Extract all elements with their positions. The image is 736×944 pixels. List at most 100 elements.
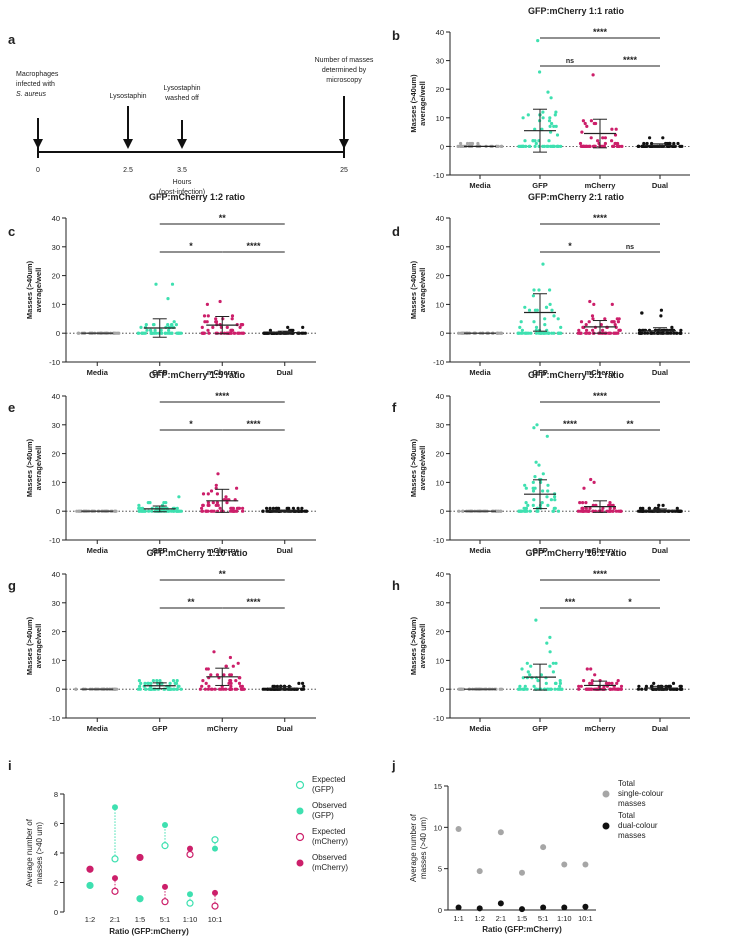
data-point bbox=[203, 320, 207, 324]
data-point bbox=[649, 684, 654, 688]
series-point bbox=[561, 904, 568, 911]
y-tick-label: 0 bbox=[56, 507, 60, 516]
data-point bbox=[534, 331, 539, 335]
timeline-axis-label: Hours bbox=[173, 179, 192, 186]
data-point bbox=[160, 503, 165, 507]
data-point bbox=[680, 144, 684, 148]
data-point bbox=[137, 509, 141, 513]
y-tick-label: 40 bbox=[436, 392, 444, 401]
data-point bbox=[580, 130, 584, 134]
data-point bbox=[616, 679, 620, 683]
data-point bbox=[576, 331, 580, 335]
data-point bbox=[234, 679, 238, 683]
data-point bbox=[268, 506, 272, 510]
data-point bbox=[545, 495, 549, 499]
data-point bbox=[239, 684, 243, 688]
x-tick-label: 2:1 bbox=[110, 915, 120, 924]
data-point bbox=[676, 141, 680, 146]
data-point bbox=[286, 325, 290, 329]
data-point bbox=[519, 320, 523, 324]
timeline-arrow-head bbox=[33, 139, 43, 149]
x-tick-label: GFP bbox=[152, 546, 167, 555]
data-point bbox=[211, 325, 215, 329]
panel-label-j: j bbox=[391, 758, 396, 773]
data-point bbox=[527, 308, 532, 312]
data-point bbox=[553, 495, 557, 499]
data-point bbox=[216, 503, 220, 507]
data-point bbox=[544, 305, 549, 309]
y-tick-label: 30 bbox=[52, 243, 60, 252]
data-point bbox=[581, 119, 586, 123]
data-point bbox=[650, 141, 654, 146]
data-point bbox=[224, 664, 228, 668]
data-point bbox=[617, 144, 622, 148]
data-point bbox=[544, 681, 548, 686]
data-point bbox=[137, 331, 141, 335]
data-point bbox=[670, 325, 674, 329]
data-point bbox=[541, 489, 545, 493]
data-point bbox=[235, 509, 239, 513]
data-point bbox=[206, 501, 210, 505]
data-point bbox=[146, 501, 150, 505]
y-tick-label: 40 bbox=[436, 214, 444, 223]
significance-label: **** bbox=[593, 569, 608, 579]
data-point bbox=[596, 139, 600, 143]
data-point bbox=[212, 509, 216, 513]
data-point bbox=[531, 294, 536, 298]
data-point bbox=[591, 317, 595, 321]
data-point bbox=[556, 509, 561, 513]
data-point bbox=[459, 687, 463, 691]
data-point bbox=[611, 509, 615, 513]
data-point bbox=[496, 331, 500, 335]
data-point bbox=[528, 509, 532, 513]
data-point bbox=[675, 331, 679, 335]
data-point bbox=[637, 328, 642, 332]
data-point bbox=[541, 116, 545, 120]
data-point bbox=[636, 687, 641, 691]
data-point bbox=[302, 509, 307, 513]
y-tick-label: 40 bbox=[52, 214, 60, 223]
data-point bbox=[179, 509, 183, 513]
significance-label: **** bbox=[246, 419, 261, 429]
data-point bbox=[236, 331, 241, 335]
data-point bbox=[675, 506, 679, 510]
data-point bbox=[531, 480, 535, 484]
y-tick-label: 20 bbox=[52, 450, 60, 459]
chart-panel-h: GFP:mCherry 10:1 ratio -10 0 10 20 30 40 Masses… bbox=[409, 548, 690, 733]
data-point bbox=[618, 328, 622, 332]
data-point bbox=[525, 661, 529, 665]
data-point bbox=[591, 73, 595, 77]
data-point bbox=[525, 509, 529, 513]
data-point bbox=[228, 673, 232, 677]
series-point-gfp-open bbox=[161, 842, 169, 850]
data-point bbox=[619, 687, 623, 691]
data-point bbox=[583, 121, 587, 126]
data-point bbox=[549, 687, 553, 691]
data-point bbox=[578, 141, 583, 146]
data-point bbox=[611, 687, 615, 691]
y-tick-label: 30 bbox=[436, 599, 444, 608]
data-point bbox=[495, 144, 499, 148]
data-point bbox=[553, 113, 557, 117]
timeline-time-label: 0 bbox=[36, 167, 40, 174]
data-point bbox=[519, 331, 523, 335]
series-point-gfp-filled bbox=[212, 845, 218, 852]
data-point bbox=[265, 506, 269, 510]
data-point bbox=[614, 509, 619, 513]
y-tick-label: 0 bbox=[56, 329, 60, 338]
data-point bbox=[153, 687, 157, 691]
significance-label: ** bbox=[187, 597, 195, 607]
data-point bbox=[141, 331, 145, 335]
data-point bbox=[591, 328, 595, 332]
y-tick-label: -10 bbox=[49, 358, 60, 367]
y-axis-label: average/well bbox=[34, 624, 43, 669]
y-tick-label: 20 bbox=[436, 450, 444, 459]
legend-label: (GFP) bbox=[312, 785, 334, 794]
legend-label: masses bbox=[618, 799, 646, 808]
data-point bbox=[149, 681, 153, 686]
data-point bbox=[153, 328, 157, 332]
data-point bbox=[75, 509, 79, 513]
timeline-time-label: 3.5 bbox=[177, 167, 187, 174]
data-point bbox=[205, 320, 209, 324]
